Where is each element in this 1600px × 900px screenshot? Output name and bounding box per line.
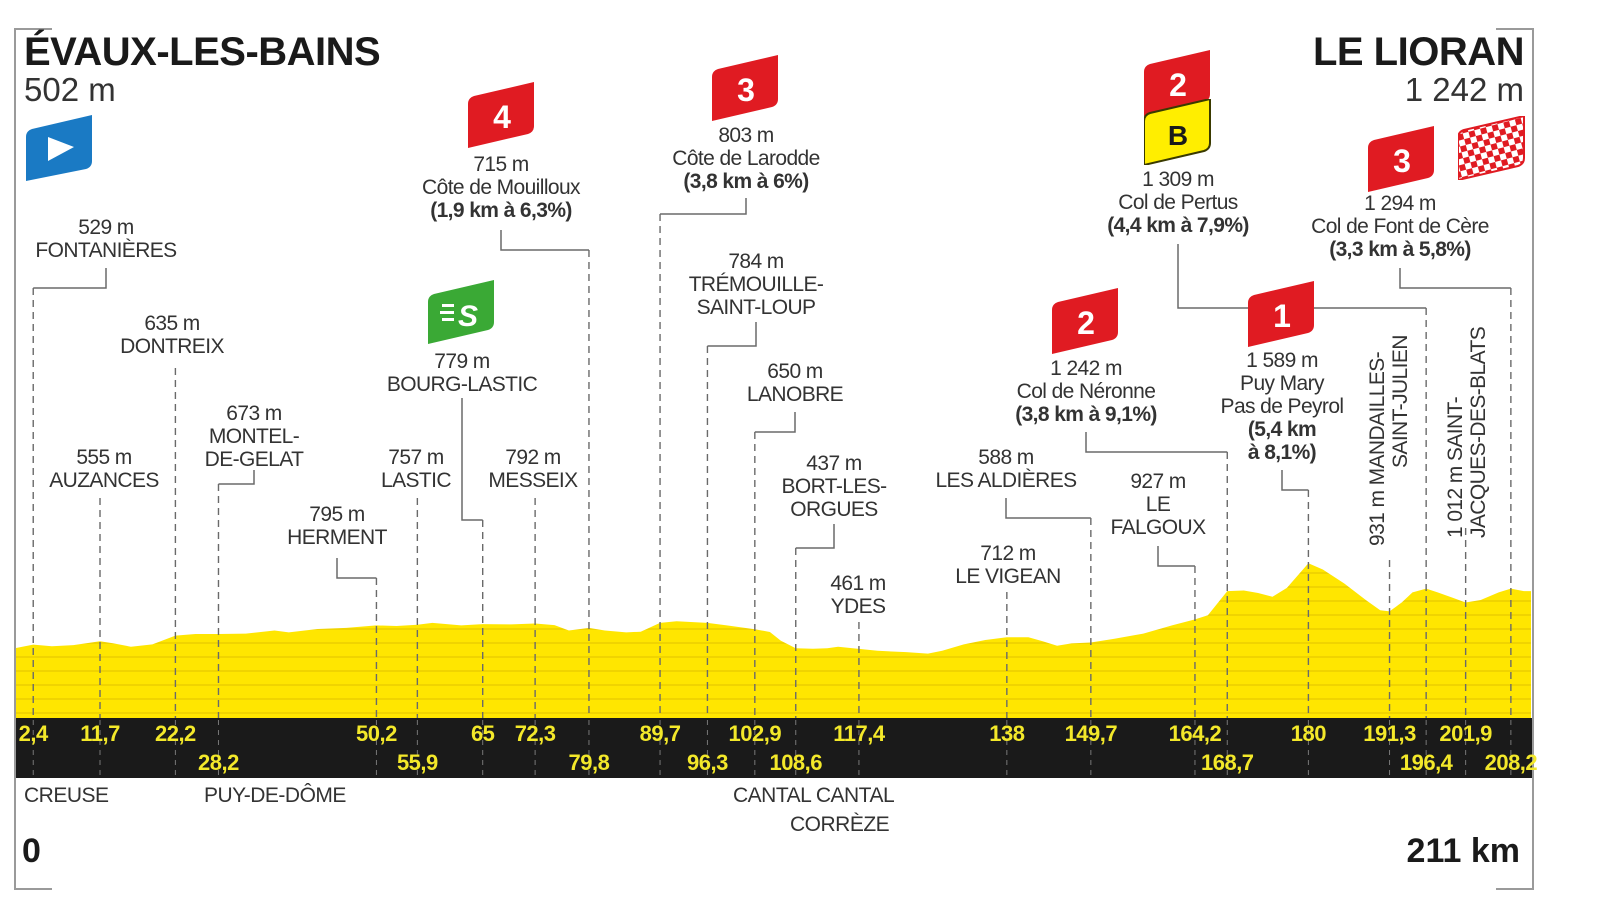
finish-checkered-flag-icon <box>1458 116 1526 180</box>
svg-text:2: 2 <box>1077 305 1095 341</box>
km-marker: 191,3 <box>1363 721 1416 746</box>
km-marker: 11,7 <box>80 721 120 746</box>
km-marker: 96,3 <box>687 750 728 775</box>
km-marker: 138 <box>989 721 1025 746</box>
svg-text:2: 2 <box>1169 67 1187 103</box>
svg-text:3: 3 <box>737 72 755 108</box>
climb-category-2-flag-icon: 2 <box>1052 288 1120 354</box>
km-marker: 102,9 <box>728 721 782 746</box>
start-distance: 0 <box>22 832 41 870</box>
frame-corner <box>1496 888 1534 890</box>
leader-line <box>336 558 377 579</box>
waypoint-label-le-falgoux: 927 m LE FALGOUX <box>1110 470 1207 539</box>
total-distance: 211 km <box>1406 832 1520 870</box>
frame-corner <box>14 888 52 890</box>
leader-line <box>461 398 483 521</box>
km-marker: 196,4 <box>1399 750 1453 775</box>
km-marker: 108,6 <box>769 750 823 775</box>
svg-text:B: B <box>1168 120 1188 151</box>
waypoint-label-messeix: 792 m MESSEIX <box>488 446 578 492</box>
svg-text:3: 3 <box>1393 143 1411 179</box>
waypoint-label-ydes: 461 m YDES <box>830 572 886 618</box>
intermediate-sprint-flag-icon: S <box>428 280 496 344</box>
chart-frame <box>14 28 1534 890</box>
waypoint-label-mandailles: 931 m MANDAILLES- SAINT-JULIEN <box>1366 335 1412 546</box>
km-marker: 164,2 <box>1168 721 1222 746</box>
climb-label-neronne: 1 242 m Col de Néronne (3,8 km à 9,1%) <box>1015 357 1157 426</box>
leader-line <box>1085 432 1228 453</box>
svg-text:4: 4 <box>493 99 511 135</box>
leader-line <box>1281 470 1309 491</box>
climb-label-puy-mary: 1 589 m Puy Mary Pas de Peyrol (5,4 km à… <box>1220 349 1345 464</box>
frame-corner <box>1496 28 1534 30</box>
leader-line <box>1399 268 1511 289</box>
climb-label-pertus: 1 309 m Col de Pertus (4,4 km à 7,9%) <box>1107 168 1249 237</box>
start-town: ÉVAUX-LES-BAINS <box>24 30 381 74</box>
start-elevation: 502 m <box>24 71 116 108</box>
waypoint-label-lastic: 757 m LASTIC <box>381 446 452 492</box>
climb-category-2-flag-icon: 2 <box>1144 50 1212 116</box>
finish-town: LE LIORAN <box>1312 30 1525 74</box>
elevation-profile-area <box>16 563 1531 718</box>
km-marker: 180 <box>1290 721 1327 746</box>
waypoint-label-bort-les-orgues: 437 m BORT-LES- ORGUES <box>781 452 887 521</box>
department-label: CANTAL CANTAL <box>733 784 895 807</box>
km-marker: 72,3 <box>514 721 556 746</box>
climb-category-1-flag-icon: 1 <box>1248 281 1316 347</box>
waypoint-label-saint-jacques: 1 012 m SAINT- JACQUES-DES-BLATS <box>1444 326 1490 538</box>
leader-line <box>660 198 747 215</box>
leader-line <box>1157 546 1195 567</box>
km-marker: 50,2 <box>356 721 397 746</box>
waypoint-label-fontanieres: 529 m FONTANIÈRES <box>35 216 177 262</box>
leader-line <box>795 524 835 549</box>
climb-category-3-flag-icon: 3 <box>712 55 780 121</box>
start-flag-icon <box>26 115 94 181</box>
leader-line <box>754 412 796 433</box>
climb-category-4-flag-icon: 4 <box>468 82 536 148</box>
climb-label-larodde: 803 m Côte de Larodde (3,8 km à 6%) <box>672 124 820 193</box>
waypoint-label-dontreix: 635 m DONTREIX <box>120 312 224 358</box>
km-marker: 89,7 <box>639 721 681 746</box>
svg-text:1: 1 <box>1273 298 1291 334</box>
waypoint-label-montel-de-gelat: 673 m MONTEL- DE-GELAT <box>204 402 304 471</box>
svg-text:S: S <box>458 300 478 333</box>
waypoint-label-tremouille: 784 m TRÉMOUILLE- SAINT-LOUP <box>688 250 824 319</box>
frame-corner <box>14 28 52 30</box>
km-marker: 79,8 <box>568 750 610 775</box>
leader-line <box>218 470 255 485</box>
finish-elevation: 1 242 m <box>1404 71 1524 108</box>
climb-label-font-de-cere: 1 294 m Col de Font de Cère (3,3 km à 5,… <box>1311 192 1489 261</box>
km-marker: 2,4 <box>18 721 49 746</box>
waypoint-label-herment: 795 m HERMENT <box>287 503 387 549</box>
km-marker: 117,4 <box>833 721 885 746</box>
department-label: CORRÈZE <box>790 813 890 836</box>
climb-category-3-flag-icon: 3 <box>1368 126 1436 192</box>
waypoint-label-lanobre: 650 m LANOBRE <box>746 360 844 406</box>
km-marker: 201,9 <box>1439 721 1492 746</box>
waypoint-label-le-vigean: 712 m LE VIGEAN <box>955 542 1061 588</box>
km-marker: 208,2 <box>1484 750 1538 775</box>
climb-label-mouilloux: 715 m Côte de Mouilloux (1,9 km à 6,3%) <box>422 153 581 222</box>
km-marker: 22,2 <box>154 721 196 746</box>
km-band <box>16 718 1532 778</box>
km-marker: 55,9 <box>396 750 438 775</box>
km-marker: 168,7 <box>1200 750 1254 775</box>
leader-line <box>707 322 757 347</box>
bonus-sprint-flag-icon: B <box>1144 99 1212 165</box>
leader-line <box>1177 244 1427 309</box>
waypoint-dashed-lines <box>32 214 1512 718</box>
leader-line <box>1005 498 1091 519</box>
waypoint-label-auzances: 555 m AUZANCES <box>49 446 159 492</box>
waypoint-label-les-aldieres: 588 m LES ALDIÈRES <box>935 446 1077 492</box>
km-marker: 65 <box>470 721 495 746</box>
department-label: PUY-DE-DÔME <box>204 784 346 807</box>
km-marker: 149,7 <box>1064 721 1118 746</box>
leader-lines <box>33 198 1511 579</box>
km-marker: 28,2 <box>198 750 239 775</box>
department-label: CREUSE <box>24 784 109 807</box>
waypoint-label-bourg-lastic: 779 m BOURG-LASTIC <box>386 350 538 396</box>
leader-line <box>500 230 589 251</box>
leader-line <box>33 268 107 289</box>
